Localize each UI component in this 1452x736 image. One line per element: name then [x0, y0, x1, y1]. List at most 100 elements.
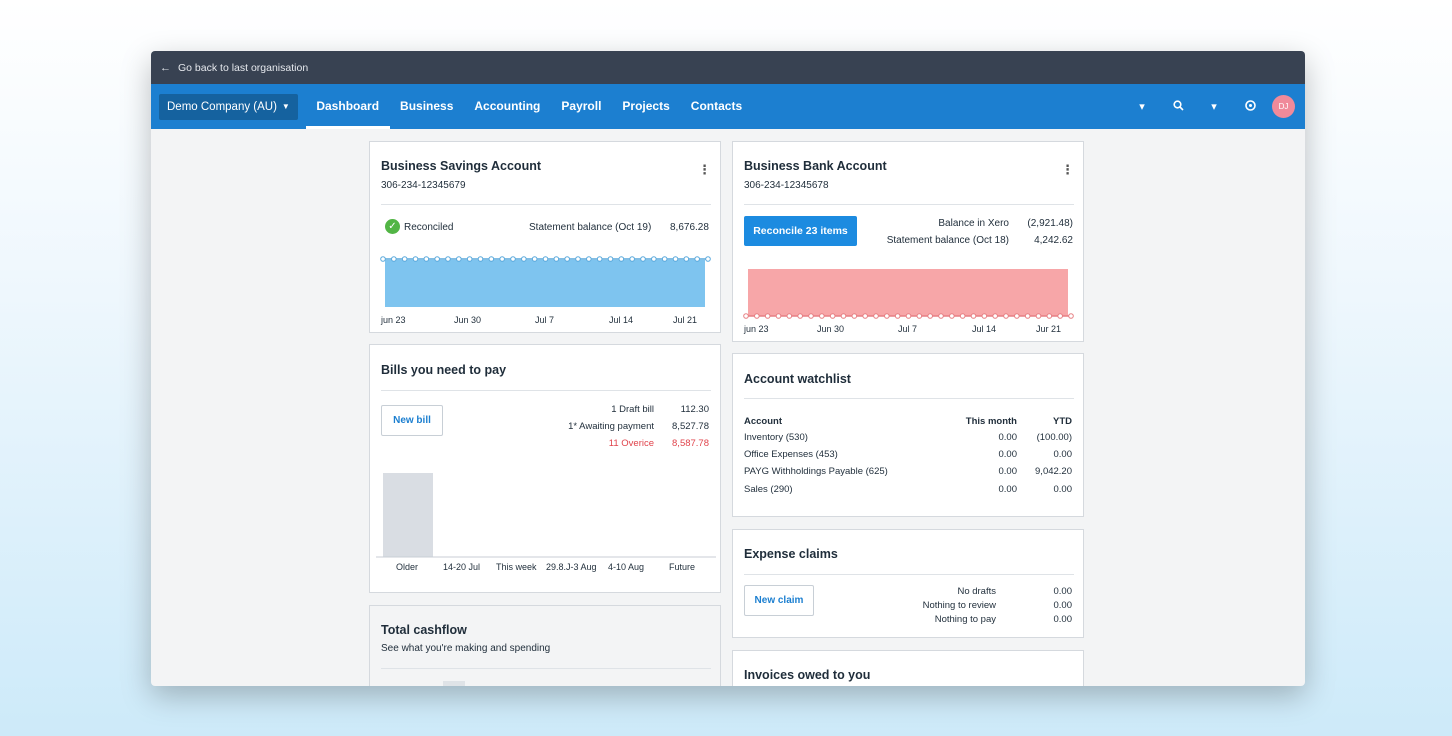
bank-point	[894, 313, 901, 319]
reconcile-button[interactable]: Reconcile 23 items	[744, 216, 857, 246]
bank-divider	[744, 204, 1074, 205]
bank-point	[959, 313, 966, 319]
savings-account-number: 306-234-12345679	[381, 180, 466, 191]
bank-point	[1035, 313, 1042, 319]
help-icon[interactable]	[1232, 99, 1268, 114]
reconciled-status: Reconciled	[404, 222, 454, 233]
bank-point	[970, 313, 977, 319]
bank-point	[819, 313, 825, 319]
bills-x-label: 14-20 Jul	[443, 562, 481, 572]
bills-title[interactable]: Bills you need to pay	[381, 363, 507, 377]
nav-dashboard[interactable]: Dashboard	[305, 84, 390, 129]
savings-point	[445, 256, 451, 262]
bank-point	[840, 313, 847, 319]
savings-statement-label: Statement balance (Oct 19)	[529, 222, 652, 233]
savings-x-label: jun 23	[381, 315, 406, 325]
savings-point	[672, 256, 679, 262]
savings-x-label: Jul 21	[673, 315, 698, 325]
savings-point	[423, 256, 430, 262]
bills-overdue-label[interactable]: 11 Overice	[608, 438, 654, 449]
nav-icons: ▾ ▾ DJ	[1124, 84, 1295, 129]
cashflow-title[interactable]: Total cashflow	[381, 623, 467, 637]
bank-point	[1057, 313, 1063, 319]
balance-in-xero-label: Balance in Xero	[938, 218, 1009, 229]
expense-claims-card: Expense claims New claim No drafts 0.00 …	[732, 529, 1084, 638]
bank-point	[873, 313, 879, 319]
bank-point	[808, 313, 814, 319]
new-claim-button[interactable]: New claim	[744, 585, 814, 616]
watchlist-title[interactable]: Account watchlist	[744, 372, 851, 386]
browser-window: ← Go back to last organisation Demo Comp…	[151, 51, 1305, 686]
savings-title[interactable]: Business Savings Account	[381, 159, 541, 173]
expense-row-value: 0.00	[1053, 614, 1073, 625]
notifications-icon[interactable]: ▾	[1211, 101, 1217, 113]
bank-statement-label: Statement balance (Oct 18)	[886, 235, 1009, 246]
cashflow-subtitle: See what you're making and spending	[381, 643, 551, 654]
bills-x-label: Future	[669, 562, 696, 572]
watchlist-divider	[744, 398, 1074, 399]
cashflow-divider	[381, 668, 711, 669]
expense-row-label[interactable]: Nothing to review	[922, 600, 996, 611]
watchlist-header-month: This month	[965, 416, 1017, 427]
watchlist-header-account: Account	[744, 416, 782, 427]
bank-chart	[743, 269, 1074, 319]
nav-contacts[interactable]: Contacts	[690, 99, 743, 113]
savings-point	[596, 256, 603, 262]
watchlist-account-link[interactable]: Office Expenses (453)	[744, 449, 838, 460]
bills-divider	[381, 390, 711, 391]
back-arrow-icon[interactable]: ←	[160, 61, 171, 74]
watchlist-header-ytd: YTD	[1053, 416, 1072, 427]
bills-x-label: Older	[396, 562, 419, 572]
savings-point	[705, 256, 711, 262]
bank-point	[1003, 313, 1009, 319]
savings-point	[661, 256, 668, 262]
savings-area	[385, 260, 705, 307]
savings-divider	[381, 204, 711, 205]
savings-point	[651, 256, 657, 262]
nav-projects[interactable]: Projects	[622, 99, 670, 113]
expense-title[interactable]: Expense claims	[744, 547, 838, 561]
savings-more-icon[interactable]: ⋮	[698, 162, 711, 177]
watchlist-account-link[interactable]: Sales (290)	[744, 484, 793, 495]
bank-point	[938, 313, 944, 319]
savings-point	[586, 256, 592, 262]
expense-row-value: 0.00	[1053, 586, 1073, 597]
watchlist-ytd-value: 0.00	[1053, 484, 1073, 495]
savings-point	[380, 256, 386, 262]
back-link[interactable]: Go back to last organisation	[178, 61, 309, 74]
bank-more-icon[interactable]: ⋮	[1061, 162, 1074, 177]
new-bill-button[interactable]: New bill	[381, 405, 443, 436]
bank-point	[1014, 313, 1020, 319]
savings-point	[434, 256, 440, 262]
savings-point	[618, 256, 625, 262]
org-switcher[interactable]: Demo Company (AU) ▼	[159, 93, 298, 120]
avatar[interactable]: DJ	[1272, 95, 1295, 118]
search-icon[interactable]	[1160, 99, 1196, 114]
watchlist-month-value: 0.00	[998, 466, 1018, 477]
bank-point	[884, 313, 890, 319]
bank-point	[1024, 313, 1031, 319]
watchlist-account-link[interactable]: PAYG Withholdings Payable (625)	[744, 466, 888, 477]
bank-title[interactable]: Business Bank Account	[744, 159, 887, 173]
nav-business[interactable]: Business	[400, 99, 454, 113]
savings-point	[683, 256, 690, 262]
bills-row-label[interactable]: 1 Draft bill	[611, 404, 654, 415]
savings-account-card: Business Savings Account 306-234-1234567…	[369, 141, 721, 333]
invoices-title[interactable]: Invoices owed to you	[744, 668, 871, 682]
bills-row-value: 8,527.78	[672, 421, 709, 432]
nav-payroll[interactable]: Payroll	[561, 99, 602, 113]
savings-point	[575, 256, 581, 262]
watchlist-account-link[interactable]: Inventory (530)	[744, 432, 808, 443]
savings-x-label: Jul 14	[609, 315, 634, 325]
invoices-card: Invoices owed to you	[732, 650, 1084, 686]
nav-accounting[interactable]: Accounting	[474, 99, 541, 113]
expense-row-label[interactable]: Nothing to pay	[934, 614, 996, 625]
add-icon[interactable]: ▾	[1139, 101, 1145, 113]
back-bar: ← Go back to last organisation	[151, 51, 1305, 84]
expense-row-label[interactable]: No drafts	[957, 586, 996, 597]
check-circle-icon: ✓	[385, 219, 400, 234]
bank-x-label: Jun 30	[817, 324, 845, 334]
bank-point	[992, 313, 998, 319]
bills-row-label[interactable]: 1* Awaiting payment	[568, 421, 654, 432]
bills-bar-older[interactable]	[383, 473, 433, 557]
